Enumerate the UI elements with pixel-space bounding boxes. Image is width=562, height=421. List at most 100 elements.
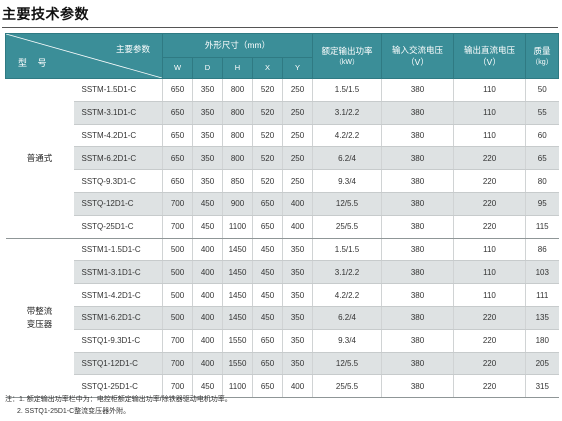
table-row: SSTQ1-25D1-C 700 450 1100 650 400 25/5.5 380 220…	[6, 374, 559, 399]
cell-d: 450	[192, 374, 223, 399]
cell-w: 650	[162, 101, 193, 125]
header-input-voltage-label: 输入交流电压	[391, 45, 443, 55]
cell-y: 400	[282, 192, 313, 216]
cell-h: 800	[222, 146, 253, 171]
cell-w: 650	[162, 146, 193, 171]
cell-model: SSTQ-12D1-C	[73, 192, 163, 216]
cell-power: 12/5.5	[312, 352, 382, 376]
table-row: SSTM-4.2D1-C 650 350 800 520 250 4.2/2.2 380 110…	[6, 124, 559, 148]
cell-h: 800	[222, 124, 253, 148]
header-dim-h: H	[222, 56, 253, 80]
cell-x: 520	[252, 101, 283, 125]
cell-d: 400	[192, 283, 223, 307]
cell-x: 650	[252, 329, 283, 353]
cell-mass: 50	[525, 78, 559, 102]
cell-model: SSTM1-6.2D1-C	[73, 306, 163, 330]
header-rated-power-unit: （kW）	[334, 59, 360, 66]
cell-y: 400	[282, 215, 313, 239]
cell-y: 350	[282, 238, 313, 262]
group-label: 普通式	[5, 78, 74, 239]
cell-model: SSTM1-3.1D1-C	[73, 260, 163, 285]
cell-model: SSTM1-1.5D1-C	[73, 238, 163, 262]
cell-input: 380	[381, 374, 454, 399]
cell-input: 380	[381, 124, 454, 148]
cell-output: 110	[453, 101, 526, 125]
cell-output: 220	[453, 169, 526, 193]
cell-w: 700	[162, 215, 193, 239]
header-output-voltage-label: 输出直流电压	[463, 45, 515, 55]
table-row: SSTM1-3.1D1-C 500 400 1450 450 350 3.1/2.2 380 1…	[6, 260, 559, 285]
header-rated-power-label: 额定输出功率	[321, 46, 373, 56]
table-row: SSTM1-4.2D1-C 500 400 1450 450 350 4.2/2.2 380 1…	[6, 283, 559, 307]
header-input-voltage-unit: （V）	[406, 57, 429, 67]
cell-w: 500	[162, 260, 193, 285]
cell-x: 650	[252, 374, 283, 399]
cell-w: 700	[162, 352, 193, 376]
cell-model: SSTM-3.1D1-C	[73, 101, 163, 125]
cell-x: 520	[252, 169, 283, 193]
header-main-params: 主要参数	[115, 44, 150, 54]
cell-d: 350	[192, 169, 223, 193]
cell-input: 380	[381, 78, 454, 102]
cell-model: SSTM-1.5D1-C	[73, 78, 163, 102]
cell-h: 1450	[222, 260, 253, 285]
section-title: 主要技术参数	[2, 6, 89, 22]
table-row: SSTQ-12D1-C 700 450 900 650 400 12/5.5 380 220 95	[6, 192, 559, 216]
cell-input: 380	[381, 260, 454, 285]
cell-input: 380	[381, 329, 454, 353]
cell-w: 650	[162, 169, 193, 193]
cell-x: 520	[252, 124, 283, 148]
cell-h: 1450	[222, 306, 253, 330]
cell-d: 400	[192, 352, 223, 376]
cell-model: SSTQ1-25D1-C	[73, 374, 163, 399]
header-output-voltage: 输出直流电压 （V）	[453, 33, 526, 79]
header-dim-y: Y	[282, 56, 313, 80]
cell-input: 380	[381, 101, 454, 125]
cell-w: 650	[162, 124, 193, 148]
cell-y: 350	[282, 260, 313, 285]
header-mass-label: 质量	[533, 46, 551, 56]
cell-output: 220	[453, 146, 526, 171]
cell-mass: 135	[525, 306, 559, 330]
cell-mass: 205	[525, 352, 559, 376]
cell-mass: 315	[525, 374, 559, 399]
table-row: SSTQ1-9.3D1-C 700 400 1550 650 350 9.3/4 380 220…	[6, 329, 559, 353]
header-input-voltage: 输入交流电压 （V）	[381, 33, 454, 79]
cell-output: 220	[453, 374, 526, 399]
cell-model: SSTQ-25D1-C	[73, 215, 163, 239]
table-row: SSTQ-9.3D1-C 650 350 850 520 250 9.3/4 380 220 80	[6, 169, 559, 193]
cell-y: 350	[282, 352, 313, 376]
table-row: SSTM-3.1D1-C 650 350 800 520 250 3.1/2.2 380 110…	[6, 101, 559, 125]
cell-y: 250	[282, 169, 313, 193]
cell-mass: 55	[525, 101, 559, 125]
title-divider	[2, 27, 558, 28]
cell-w: 700	[162, 374, 193, 399]
cell-x: 450	[252, 260, 283, 285]
cell-mass: 86	[525, 238, 559, 262]
cell-input: 380	[381, 306, 454, 330]
cell-input: 380	[381, 215, 454, 239]
cell-model: SSTM-6.2D1-C	[73, 146, 163, 171]
cell-input: 380	[381, 146, 454, 171]
table-row: 带整流变压器 SSTM1-1.5D1-C 500 400 1450 450 350 1.5/1…	[5, 238, 559, 399]
cell-mass: 80	[525, 169, 559, 193]
table-row: SSTM1-6.2D1-C 500 400 1450 450 350 6.2/4 380 220…	[6, 306, 559, 330]
cell-power: 3.1/2.2	[312, 101, 382, 125]
cell-input: 380	[381, 192, 454, 216]
header-model: 型 号	[18, 58, 51, 68]
cell-power: 25/5.5	[312, 374, 382, 399]
cell-output: 220	[453, 215, 526, 239]
header-dimensions: 外形尺寸（mm）	[162, 33, 313, 58]
cell-power: 9.3/4	[312, 329, 382, 353]
cell-model: SSTQ-9.3D1-C	[73, 169, 163, 193]
cell-x: 450	[252, 283, 283, 307]
cell-output: 220	[453, 352, 526, 376]
cell-mass: 180	[525, 329, 559, 353]
spec-table: 主要参数 型 号 外形尺寸（mm） 额定输出功率 （kW） 输入交流电压 （V）…	[5, 33, 559, 399]
cell-x: 520	[252, 146, 283, 171]
cell-d: 350	[192, 101, 223, 125]
cell-h: 900	[222, 192, 253, 216]
cell-power: 4.2/2.2	[312, 283, 382, 307]
cell-w: 500	[162, 283, 193, 307]
cell-output: 220	[453, 329, 526, 353]
